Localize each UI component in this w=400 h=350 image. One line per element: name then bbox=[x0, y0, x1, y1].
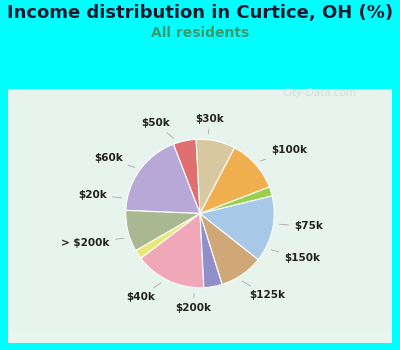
Wedge shape bbox=[200, 148, 269, 214]
Text: $75k: $75k bbox=[279, 222, 323, 231]
Text: $40k: $40k bbox=[126, 283, 161, 302]
Wedge shape bbox=[126, 144, 200, 214]
Wedge shape bbox=[196, 139, 234, 214]
Text: Income distribution in Curtice, OH (%): Income distribution in Curtice, OH (%) bbox=[7, 4, 393, 22]
Text: $20k: $20k bbox=[78, 190, 122, 200]
FancyBboxPatch shape bbox=[8, 104, 392, 116]
Text: All residents: All residents bbox=[151, 26, 249, 40]
Wedge shape bbox=[136, 214, 200, 258]
Text: $200k: $200k bbox=[175, 293, 211, 313]
Text: $50k: $50k bbox=[142, 118, 174, 138]
Text: $125k: $125k bbox=[242, 281, 285, 300]
Wedge shape bbox=[200, 214, 258, 284]
Wedge shape bbox=[126, 210, 200, 251]
FancyBboxPatch shape bbox=[8, 89, 392, 343]
Text: $150k: $150k bbox=[271, 250, 320, 262]
Wedge shape bbox=[200, 214, 222, 288]
Text: $30k: $30k bbox=[196, 114, 224, 134]
FancyBboxPatch shape bbox=[8, 116, 392, 129]
Text: > $200k: > $200k bbox=[62, 238, 124, 248]
FancyBboxPatch shape bbox=[8, 91, 392, 104]
Text: City-Data.com: City-Data.com bbox=[283, 88, 357, 98]
Wedge shape bbox=[173, 139, 200, 214]
Wedge shape bbox=[141, 214, 204, 288]
Text: $100k: $100k bbox=[260, 145, 307, 161]
Wedge shape bbox=[200, 187, 272, 214]
Wedge shape bbox=[200, 196, 274, 260]
Text: $60k: $60k bbox=[94, 153, 135, 168]
